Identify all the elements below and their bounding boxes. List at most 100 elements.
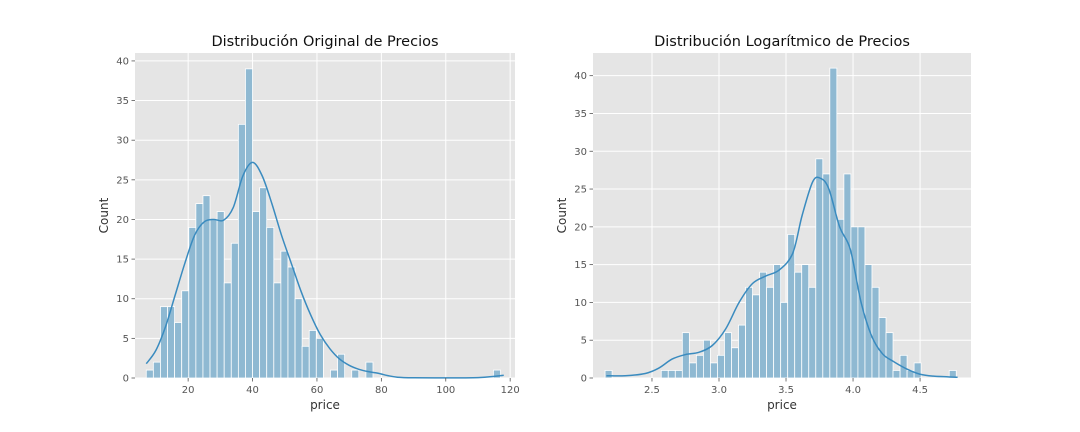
histogram-bar (738, 324, 746, 379)
histogram-bars (145, 68, 501, 379)
y-tick-label: 35 (574, 109, 587, 120)
histogram-bar (745, 286, 753, 379)
x-tick-label: 4.5 (912, 385, 928, 396)
y-tick-label: 15 (116, 255, 129, 266)
histogram-bar (948, 370, 957, 379)
histogram-bar (273, 282, 282, 379)
kde-curve (145, 161, 504, 379)
y-tick-label: 20 (116, 215, 129, 226)
x-tick-label: 3.0 (711, 385, 727, 396)
histogram-bar (710, 362, 718, 379)
x-tick-label: 20 (182, 385, 195, 396)
histogram-bar (301, 345, 310, 379)
y-tick-label: 0 (123, 374, 129, 385)
histogram-bar (280, 250, 289, 379)
x-tick-label: 60 (311, 385, 324, 396)
y-tick-label: 10 (116, 294, 129, 305)
histogram-bar (493, 369, 501, 379)
histogram-bar (773, 264, 782, 379)
histogram-bar (287, 266, 296, 379)
histogram-bar (145, 369, 154, 379)
y-tick-label: 0 (581, 374, 587, 385)
x-tick-label: 2.5 (644, 385, 660, 396)
histogram-bar (871, 286, 880, 379)
histogram-bar (308, 330, 317, 379)
x-tick-label: 120 (501, 385, 520, 396)
histogram-bar (836, 218, 845, 379)
histogram-bars (604, 67, 957, 379)
histogram-bar (843, 173, 852, 379)
histogram-bar (667, 370, 676, 379)
histogram-bar (237, 123, 246, 379)
histogram-bar (674, 370, 683, 379)
y-tick-label: 40 (574, 71, 587, 82)
histogram-bar (731, 347, 739, 379)
x-tick-label: 40 (246, 385, 259, 396)
histogram-bar (230, 242, 239, 379)
histogram-bar (216, 211, 225, 379)
y-tick-label: 20 (574, 222, 587, 233)
histogram-bar (245, 68, 253, 379)
histogram-bar (885, 332, 894, 379)
histogram-bar (717, 354, 725, 379)
histogram-bar (266, 226, 275, 379)
histogram-bar (660, 370, 669, 379)
histogram-bar (294, 298, 303, 379)
ticks: 20 40 60 80 100 120 0 5 10 15 20 25 30 35 40 (116, 56, 519, 396)
histogram-bar (604, 370, 613, 379)
y-axis-label: Count (97, 197, 111, 233)
histogram-bar (174, 322, 183, 379)
chart-title: Distribución Original de Precios (211, 34, 438, 50)
histogram-bar (815, 158, 824, 379)
histogram-bar (878, 317, 887, 379)
histogram-bar (892, 370, 901, 379)
histogram-bar (223, 282, 232, 379)
histogram-bar (759, 271, 768, 379)
y-tick-label: 30 (574, 147, 587, 158)
histogram-bar (780, 302, 789, 379)
kde-curve (606, 176, 958, 378)
histogram-bar (160, 306, 168, 379)
histogram-bar (766, 286, 775, 379)
y-tick-label: 5 (581, 336, 587, 347)
x-axis-label: price (767, 398, 797, 412)
histogram-bar (702, 339, 711, 379)
histogram-bar (724, 332, 732, 379)
histogram-bar (259, 187, 268, 379)
histogram-bar (330, 369, 338, 379)
histogram-bar (337, 353, 346, 379)
x-tick-label: 80 (375, 385, 388, 396)
histogram-bar (822, 173, 831, 379)
y-tick-label: 30 (116, 136, 129, 147)
histogram-bar (850, 226, 859, 379)
x-tick-label: 100 (436, 385, 455, 396)
y-tick-label: 25 (116, 175, 129, 186)
histogram-bar (152, 361, 161, 379)
histogram-bar (351, 369, 360, 379)
histogram-bar (202, 195, 211, 379)
chart-original-price-distribution: 20 40 60 80 100 120 0 5 10 15 20 25 30 35 40 Distribuc… (97, 34, 520, 412)
histogram-bar (794, 271, 803, 379)
y-tick-label: 35 (116, 96, 129, 107)
histogram-bar (829, 67, 838, 379)
histogram-bar (181, 290, 190, 379)
y-tick-label: 15 (574, 260, 587, 271)
y-axis-label: Count (555, 197, 569, 233)
histogram-bar (365, 361, 374, 379)
histogram-bar (752, 294, 760, 379)
y-tick-label: 40 (116, 56, 129, 67)
histogram-bar (808, 286, 817, 379)
y-tick-label: 5 (123, 334, 129, 345)
x-tick-label: 3.5 (778, 385, 794, 396)
x-tick-label: 4.0 (845, 385, 861, 396)
x-axis-label: price (310, 398, 340, 412)
y-tick-label: 10 (574, 298, 587, 309)
histogram-bar (315, 337, 324, 379)
histogram-bar (252, 211, 261, 379)
ticks: 2.5 3.0 3.5 4.0 4.5 0 5 10 15 20 25 30 35 40 (574, 71, 928, 396)
histogram-bar (801, 264, 810, 379)
chart-log-price-distribution: 2.5 3.0 3.5 4.0 4.5 0 5 10 15 20 25 30 35 40 Distribu… (555, 34, 971, 412)
histogram-bar (688, 362, 697, 379)
chart-title: Distribución Logarítmico de Precios (654, 34, 910, 50)
